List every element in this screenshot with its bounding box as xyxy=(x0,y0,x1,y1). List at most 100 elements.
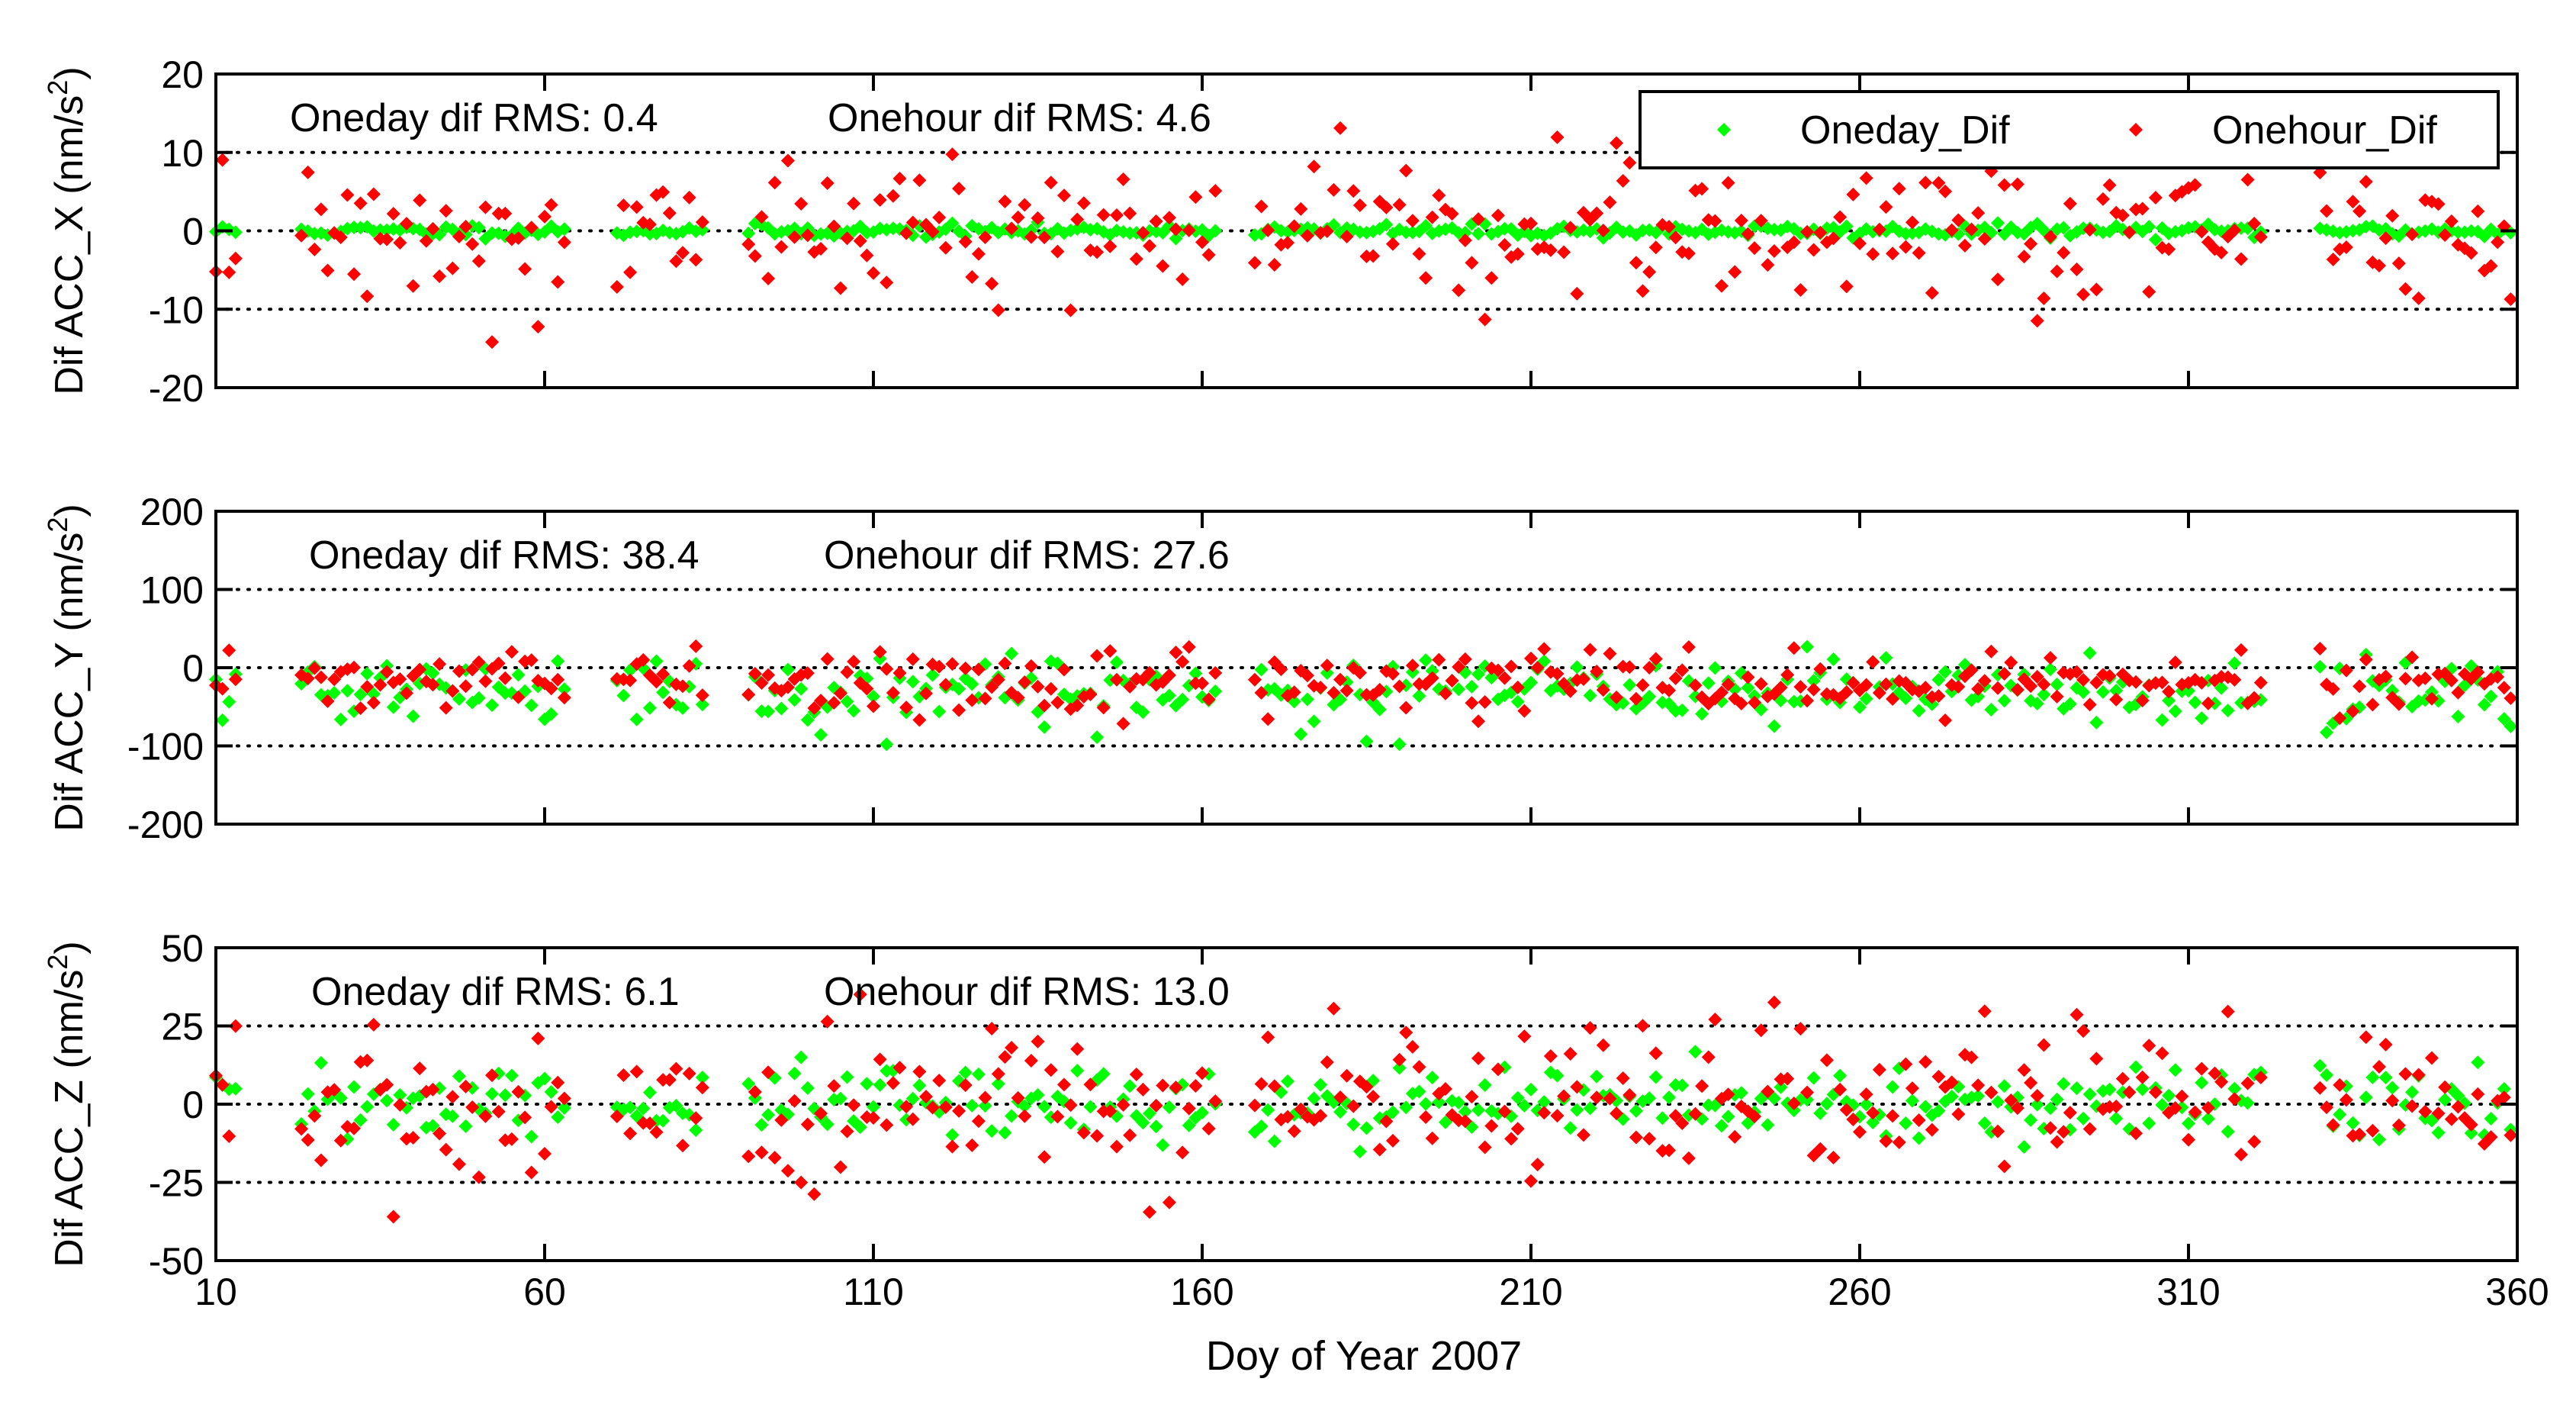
data-point-onehour_dif xyxy=(1918,176,1933,190)
data-point-oneday_dif xyxy=(991,1077,1005,1091)
data-point-oneday_dif xyxy=(2378,1071,2393,1085)
data-point-onehour_dif xyxy=(1510,246,1525,261)
data-point-onehour_dif xyxy=(1497,1104,1512,1119)
data-point-oneday_dif xyxy=(2095,684,2110,699)
data-point-oneday_dif xyxy=(820,1117,835,1132)
rms-annotation: Onehour dif RMS: 4.6 xyxy=(828,96,1211,140)
data-point-onehour_dif xyxy=(748,1085,762,1100)
data-point-oneday_dif xyxy=(860,1077,874,1091)
data-point-oneday_dif xyxy=(347,1080,362,1094)
data-point-onehour_dif xyxy=(1912,1113,1926,1128)
data-point-onehour_dif xyxy=(2240,1076,2255,1090)
x-tick-label: 60 xyxy=(523,1271,566,1313)
data-point-onehour_dif xyxy=(892,666,907,681)
data-point-onehour_dif xyxy=(2438,227,2452,242)
data-point-onehour_dif xyxy=(932,211,947,225)
data-point-onehour_dif xyxy=(1530,1158,1545,1172)
data-point-onehour_dif xyxy=(1971,206,1986,221)
data-point-onehour_dif xyxy=(1504,1132,1519,1146)
data-point-onehour_dif xyxy=(2378,231,2393,246)
data-point-onehour_dif xyxy=(1668,230,1683,245)
data-point-onehour_dif xyxy=(971,246,986,261)
data-point-onehour_dif xyxy=(1261,223,1275,237)
data-point-onehour_dif xyxy=(2352,204,2367,218)
data-point-onehour_dif xyxy=(1143,1205,1157,1219)
data-point-oneday_dif xyxy=(2484,1112,2498,1126)
data-point-oneday_dif xyxy=(1642,689,1657,704)
data-point-onehour_dif xyxy=(360,289,375,304)
data-point-onehour_dif xyxy=(2195,224,2209,239)
data-point-onehour_dif xyxy=(465,237,480,251)
data-point-onehour_dif xyxy=(1458,652,1472,666)
data-point-onehour_dif xyxy=(433,269,447,283)
data-point-oneday_dif xyxy=(2227,1081,2242,1096)
data-point-onehour_dif xyxy=(1793,1022,1808,1036)
data-point-onehour_dif xyxy=(1780,1071,1795,1086)
y-tick-label: 50 xyxy=(161,927,204,970)
data-point-onehour_dif xyxy=(2247,1135,2262,1149)
data-point-onehour_dif xyxy=(413,193,427,208)
data-point-oneday_dif xyxy=(1149,1119,1163,1134)
data-point-onehour_dif xyxy=(327,1083,342,1097)
data-point-onehour_dif xyxy=(1971,681,1986,696)
data-point-onehour_dif xyxy=(833,281,847,295)
data-point-oneday_dif xyxy=(2030,1097,2044,1112)
data-point-onehour_dif xyxy=(2464,1117,2478,1132)
data-point-onehour_dif xyxy=(1287,219,1301,234)
data-point-onehour_dif xyxy=(1964,222,1979,237)
data-point-onehour_dif xyxy=(2438,1080,2452,1094)
data-point-oneday_dif xyxy=(1471,667,1486,681)
data-point-onehour_dif xyxy=(1576,672,1590,687)
data-point-onehour_dif xyxy=(1596,1038,1610,1052)
data-point-onehour_dif xyxy=(1550,130,1565,144)
data-point-onehour_dif xyxy=(867,1110,880,1125)
data-point-onehour_dif xyxy=(978,691,992,706)
data-point-onehour_dif xyxy=(2050,1135,2064,1149)
data-point-oneday_dif xyxy=(228,1081,243,1096)
data-point-onehour_dif xyxy=(761,668,776,682)
data-point-onehour_dif xyxy=(1188,190,1203,205)
data-point-onehour_dif xyxy=(1261,712,1275,726)
data-point-oneday_dif xyxy=(1918,1100,1933,1114)
data-point-oneday_dif xyxy=(669,1099,683,1113)
data-point-onehour_dif xyxy=(1688,1106,1703,1121)
data-point-oneday_dif xyxy=(853,1120,867,1135)
data-point-onehour_dif xyxy=(2017,250,2031,264)
data-point-onehour_dif xyxy=(649,1125,664,1139)
data-point-onehour_dif xyxy=(1931,1069,1946,1084)
data-point-oneday_dif xyxy=(1800,1093,1815,1107)
data-point-onehour_dif xyxy=(1471,714,1486,729)
data-point-onehour_dif xyxy=(1510,1122,1525,1136)
data-point-onehour_dif xyxy=(1510,680,1525,694)
data-point-oneday_dif xyxy=(1879,651,1893,665)
data-point-onehour_dif xyxy=(544,681,558,696)
data-point-onehour_dif xyxy=(873,1052,887,1067)
data-point-onehour_dif xyxy=(2418,1104,2433,1119)
data-point-onehour_dif xyxy=(2233,643,2248,657)
data-point-onehour_dif xyxy=(925,224,940,239)
data-point-onehour_dif xyxy=(1327,685,1341,700)
data-point-oneday_dif xyxy=(1642,1091,1657,1106)
data-point-onehour_dif xyxy=(1557,245,1571,259)
data-point-onehour_dif xyxy=(2359,1030,2373,1045)
data-point-oneday_dif xyxy=(2405,1085,2420,1100)
data-point-oneday_dif xyxy=(1090,730,1105,745)
data-point-oneday_dif xyxy=(2438,1093,2452,1107)
data-point-onehour_dif xyxy=(998,656,1012,671)
data-point-onehour_dif xyxy=(2352,1127,2367,1142)
data-point-oneday_dif xyxy=(1136,705,1150,720)
data-point-onehour_dif xyxy=(2221,1004,2235,1019)
data-point-onehour_dif xyxy=(1011,1090,1025,1105)
data-point-oneday_dif xyxy=(2346,1116,2360,1130)
data-point-onehour_dif xyxy=(1938,184,1953,198)
data-point-onehour_dif xyxy=(1247,672,1262,687)
data-point-onehour_dif xyxy=(2142,1039,2156,1053)
data-point-oneday_dif xyxy=(557,1100,571,1115)
data-point-onehour_dif xyxy=(2188,1105,2202,1119)
data-point-oneday_dif xyxy=(2359,1090,2373,1105)
data-point-onehour_dif xyxy=(1156,1078,1170,1093)
data-point-onehour_dif xyxy=(1997,667,2012,681)
data-point-oneday_dif xyxy=(1379,217,1394,232)
data-point-onehour_dif xyxy=(1741,227,1755,241)
data-point-onehour_dif xyxy=(1899,1057,1913,1071)
